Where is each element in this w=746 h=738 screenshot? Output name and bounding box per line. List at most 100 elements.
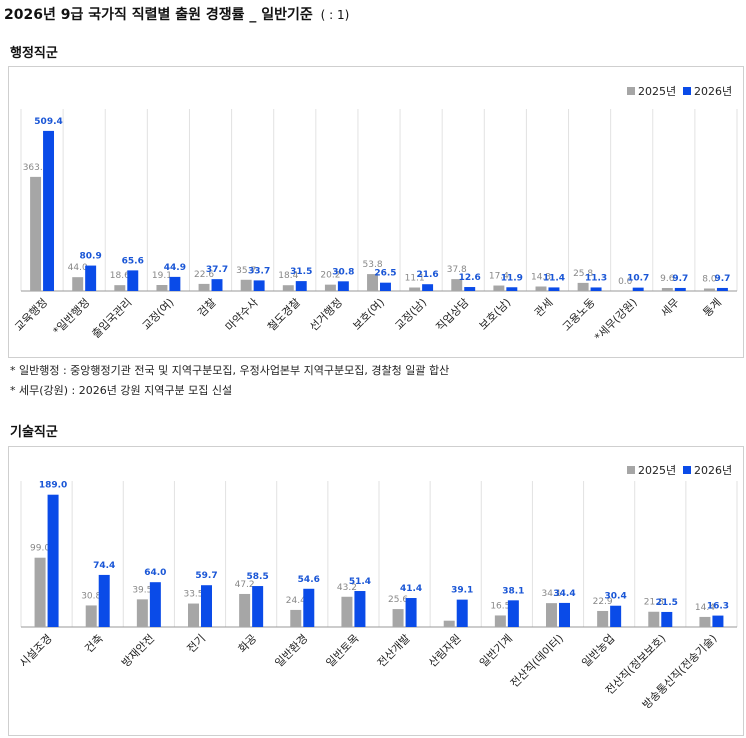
notes: * 일반행정 : 중앙행정기관 전국 및 지역구분모집, 우정사업본부 지역구분… [10,361,449,401]
bar-2025년-일반행정 [72,277,84,291]
bar-2026년-일반행정 [85,265,97,291]
x-tick-label-일반기계: 일반기계 [476,631,515,670]
bar-2025년-전산개발 [392,609,404,627]
bar-2025년-방송통신직-전송기술 [699,616,711,627]
data-label-2025년-일반환경: 24.4 [286,596,306,606]
x-tick-label-일반농업: 일반농업 [579,631,618,670]
bar-2026년-통계 [716,287,728,291]
data-label-2025년-통계: 8.0 [702,274,717,284]
data-label-2026년-방송통신직-전송기술: 16.3 [707,602,729,612]
x-tick-label-교육행정: 교육행정 [12,296,50,334]
bar-2025년-철도경찰 [282,285,294,291]
category-group-세무: 9.69.7 세무 [658,274,688,319]
category-group-통계: 8.09.7 통계 [701,274,731,319]
data-label-2026년-전산직-정보보호: 21.5 [656,598,678,608]
category-group-출입국관리: 18.6 65.6 출입국관리 [89,256,143,341]
x-tick-label-철도경찰: 철도경찰 [265,296,303,334]
data-label-2026년-일반환경: 54.6 [298,575,320,585]
category-group-교정-남: 11.121.6 교정(남) [393,270,439,332]
data-label-2026년-출입국관리: 65.6 [122,256,144,266]
data-label-2025년-전산개발: 25.6 [388,595,408,605]
x-tick-label-일반환경: 일반환경 [272,631,311,670]
x-tick-label-보호-여: 보호(여) [350,296,387,333]
category-group-일반행정: 44.080.9 *일반행정 [50,252,102,338]
bar-2026년-전기 [201,585,212,627]
data-label-2025년-검찰: 22.6 [194,270,214,280]
data-label-2025년-선거행정: 20.2 [320,271,340,281]
data-label-2025년-일반행정: 44.0 [68,263,88,273]
bar-2026년-출입국관리 [127,270,139,291]
data-label-2026년-보호-여: 26.5 [374,269,396,279]
bar-2026년-방재안전 [149,582,161,627]
bar-2025년-세무 [661,287,673,291]
data-label-2026년-화공: 58.5 [247,572,269,582]
data-label-2026년-산림자원: 39.1 [451,586,473,596]
bar-2026년-일반환경 [303,588,315,627]
bar-2025년-검찰 [198,283,210,291]
bar-2026년-마약수사 [253,280,265,291]
category-group-세무-강원: 0.010.7 *세무(강원) [592,274,649,344]
category-group-검찰: 22.637.7 검찰 [194,265,228,319]
x-tick-label-건축: 건축 [82,632,106,656]
bar-2025년-일반기계 [494,615,506,627]
bar-2025년-산림자원 [443,620,455,627]
admin-chart: 2025년 2026년 363.1 509.4 교육행정 44.0 80.9 *일반행정 18.… [8,66,744,358]
bar-2026년-방송통신직-전송기술 [712,615,724,627]
x-tick-label-일반행정: *일반행정 [50,295,92,337]
category-group-일반농업: 22.930.4 일반농업 [579,592,627,670]
data-label-2025년-일반토목: 43.2 [337,583,357,593]
tech-chart-svg: 2025년 2026년 99.0 189.0 시설조경 30.8 74.4 건축 39.5 64.… [17,464,738,712]
x-tick-label-교정-여: 교정(여) [140,296,177,333]
x-tick-label-산림자원: 산림자원 [426,632,464,670]
data-label-2026년-고용노동: 11.3 [585,273,607,283]
data-label-2026년-세무: 9.7 [672,274,688,284]
x-tick-label-일반토목: 일반토목 [323,631,362,670]
bar-2025년-일반농업 [597,610,609,627]
tech-chart: 2025년 2026년 99.0 189.0 시설조경 30.8 74.4 건축 39.5 64.… [8,446,744,736]
data-label-2026년-건축: 74.4 [93,561,115,571]
category-group-전기: 33.5 59.7 전기 [183,571,217,655]
legend: 2025년 2026년 [627,85,732,98]
data-label-2026년-일반행정: 80.9 [80,252,102,262]
x-tick-label-보호-남: 보호(남) [477,296,514,333]
x-tick-label-관세: 관세 [532,296,556,320]
data-label-2026년-전산개발: 41.4 [400,584,422,594]
bar-2025년-일반토목 [341,596,353,627]
bar-2026년-보호-남 [506,287,518,291]
x-tick-label-전기: 전기 [185,632,209,656]
data-label-2026년-일반토목: 51.4 [349,577,371,587]
data-label-2025년-보호-여: 53.8 [363,260,383,270]
data-label-2025년-화공: 47.2 [235,580,255,590]
bar-2026년-일반농업 [610,605,622,627]
data-label-2026년-선거행정: 30.8 [332,267,354,277]
legend-label-2026년: 2026년 [694,85,732,98]
data-label-2025년-마약수사: 35.7 [236,266,256,276]
data-label-2025년-철도경찰: 18.4 [278,271,298,281]
data-label-2026년-교정-남: 21.6 [416,270,438,280]
category-group-마약수사: 35.733.7 마약수사 [222,266,270,334]
bar-2026년-교정-여 [169,276,181,291]
x-tick-label-선거행정: 선거행정 [307,296,345,334]
bar-2026년-전산직-정보보호 [661,611,673,627]
bar-2026년-세무 [674,287,686,291]
data-label-2025년-전산직-데이터: 34.1 [541,589,561,599]
bar-2026년-직업상담 [464,287,476,291]
data-label-2025년-건축: 30.8 [81,591,101,601]
category-group-일반토목: 43.251.4 일반토목 [323,577,371,670]
x-tick-label-방재안전: 방재안전 [119,632,157,670]
x-tick-label-전산개발: 전산개발 [375,632,413,670]
bar-2026년-일반토목 [354,591,366,627]
category-group-직업상담: 37.812.6 직업상담 [434,265,481,334]
bar-2025년-일반환경 [290,609,302,627]
data-label-2025년-시설조경: 99.0 [30,544,50,554]
data-label-2026년-교정-여: 44.9 [164,263,186,273]
legend-label-2025년: 2025년 [638,464,676,477]
data-label-2025년-교정-남: 11.1 [405,274,425,284]
data-label-2025년-세무-강원: 0.0 [618,277,633,287]
x-tick-label-출입국관리: 출입국관리 [89,296,134,341]
x-tick-label-시설조경: 시설조경 [17,632,55,670]
data-label-2026년-세무-강원: 10.7 [627,274,649,284]
data-label-2026년-검찰: 37.7 [206,265,228,275]
data-label-2026년-일반기계: 38.1 [502,586,524,596]
data-label-2025년-방재안전: 39.5 [132,585,152,595]
